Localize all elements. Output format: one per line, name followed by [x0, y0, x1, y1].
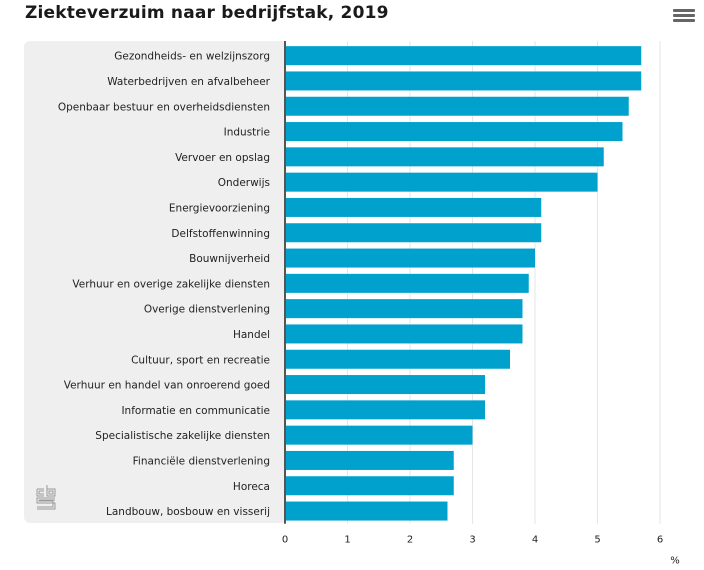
category-label: Vervoer en opslag — [175, 152, 270, 164]
x-tick-label: 6 — [657, 535, 663, 546]
category-label: Landbouw, bosbouw en visserij — [106, 506, 270, 518]
category-label: Gezondheids- en welzijnszorg — [114, 51, 270, 63]
bar[interactable] — [285, 324, 523, 344]
category-label: Overige dienstverlening — [144, 304, 270, 316]
x-tick-label: 1 — [344, 535, 350, 546]
category-label: Verhuur en handel van onroerend goed — [64, 380, 270, 392]
x-axis-unit-label: % — [670, 556, 680, 567]
category-label: Handel — [233, 329, 270, 341]
hamburger-menu-icon[interactable] — [673, 9, 695, 25]
bar[interactable] — [285, 223, 542, 243]
category-label: Bouwnijverheid — [189, 253, 270, 265]
category-label: Delfstoffenwinning — [171, 228, 270, 240]
bar[interactable] — [285, 71, 642, 91]
bar[interactable] — [285, 425, 473, 445]
category-label: Energievoorziening — [169, 202, 270, 214]
bar[interactable] — [285, 476, 454, 496]
category-label: Informatie en communicatie — [121, 405, 270, 417]
bar[interactable] — [285, 400, 485, 420]
category-label: Specialistische zakelijke diensten — [95, 430, 270, 442]
category-label: Cultuur, sport en recreatie — [131, 354, 270, 366]
bar[interactable] — [285, 197, 542, 217]
bar[interactable] — [285, 96, 629, 116]
bar[interactable] — [285, 248, 535, 268]
bar[interactable] — [285, 349, 510, 369]
category-label: Financiële dienstverlening — [133, 455, 270, 467]
x-tick-label: 3 — [469, 535, 475, 546]
category-label: Industrie — [224, 127, 270, 139]
x-tick-label: 2 — [407, 535, 413, 546]
category-label: Verhuur en overige zakelijke diensten — [72, 278, 270, 290]
x-tick-label: 5 — [594, 535, 600, 546]
bar[interactable] — [285, 450, 454, 470]
bar[interactable] — [285, 46, 642, 66]
bar[interactable] — [285, 273, 529, 293]
bar[interactable] — [285, 172, 598, 192]
category-label: Openbaar bestuur en overheidsdiensten — [58, 101, 270, 113]
chart-title: Ziekteverzuim naar bedrijfstak, 2019 — [25, 3, 389, 23]
category-label: Onderwijs — [218, 177, 270, 189]
bar[interactable] — [285, 501, 448, 521]
x-tick-label: 4 — [532, 535, 538, 546]
bar[interactable] — [285, 375, 485, 395]
bar[interactable] — [285, 147, 604, 167]
x-tick-label: 0 — [282, 535, 288, 546]
bar[interactable] — [285, 122, 623, 142]
category-label: Horeca — [233, 481, 270, 493]
cbs-logo-icon — [36, 484, 56, 514]
bar[interactable] — [285, 299, 523, 319]
category-label-panel — [24, 41, 286, 523]
category-label: Waterbedrijven en afvalbeheer — [107, 76, 270, 88]
